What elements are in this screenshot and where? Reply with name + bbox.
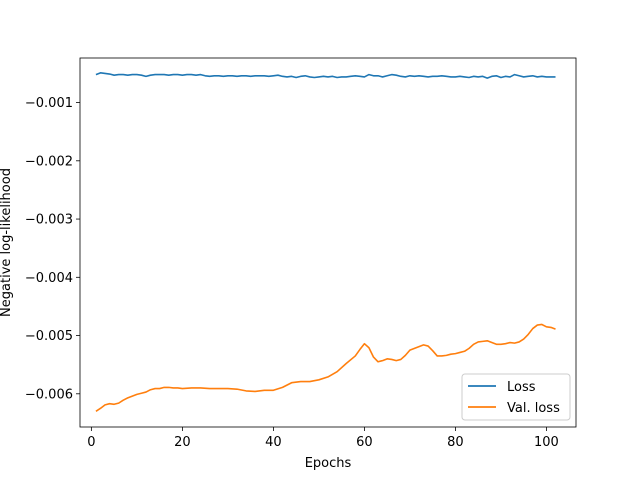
x-tick-label: 60: [356, 435, 373, 450]
series-line-loss: [95, 72, 556, 79]
legend: Loss Val. loss: [461, 373, 571, 421]
y-tick-label: −0.002: [25, 154, 73, 169]
y-tick-label: −0.001: [25, 96, 73, 111]
x-axis: 0 20 40 60 80 100: [87, 427, 559, 450]
plot-area: [80, 58, 576, 427]
y-tick-label: −0.003: [25, 213, 73, 228]
plot-frame: [79, 57, 577, 428]
x-tick-label: 0: [87, 435, 95, 450]
x-tick-label: 80: [447, 435, 464, 450]
legend-label-val-loss: Val. loss: [507, 401, 560, 416]
y-axis-label: Negative log-likelihood: [0, 168, 14, 317]
x-tick-label: 100: [534, 435, 559, 450]
series-layer: [95, 72, 556, 412]
x-tick-label: 20: [174, 435, 191, 450]
y-tick-label: −0.004: [25, 271, 73, 286]
x-tick-label: 40: [265, 435, 282, 450]
legend-label-loss: Loss: [507, 380, 536, 395]
series-line-val-loss: [95, 323, 556, 412]
y-axis: −0.001 −0.002 −0.003 −0.004 −0.005 −0.006: [25, 96, 80, 402]
y-tick-label: −0.006: [25, 387, 73, 402]
y-tick-label: −0.005: [25, 329, 73, 344]
x-axis-label: Epochs: [305, 456, 352, 471]
